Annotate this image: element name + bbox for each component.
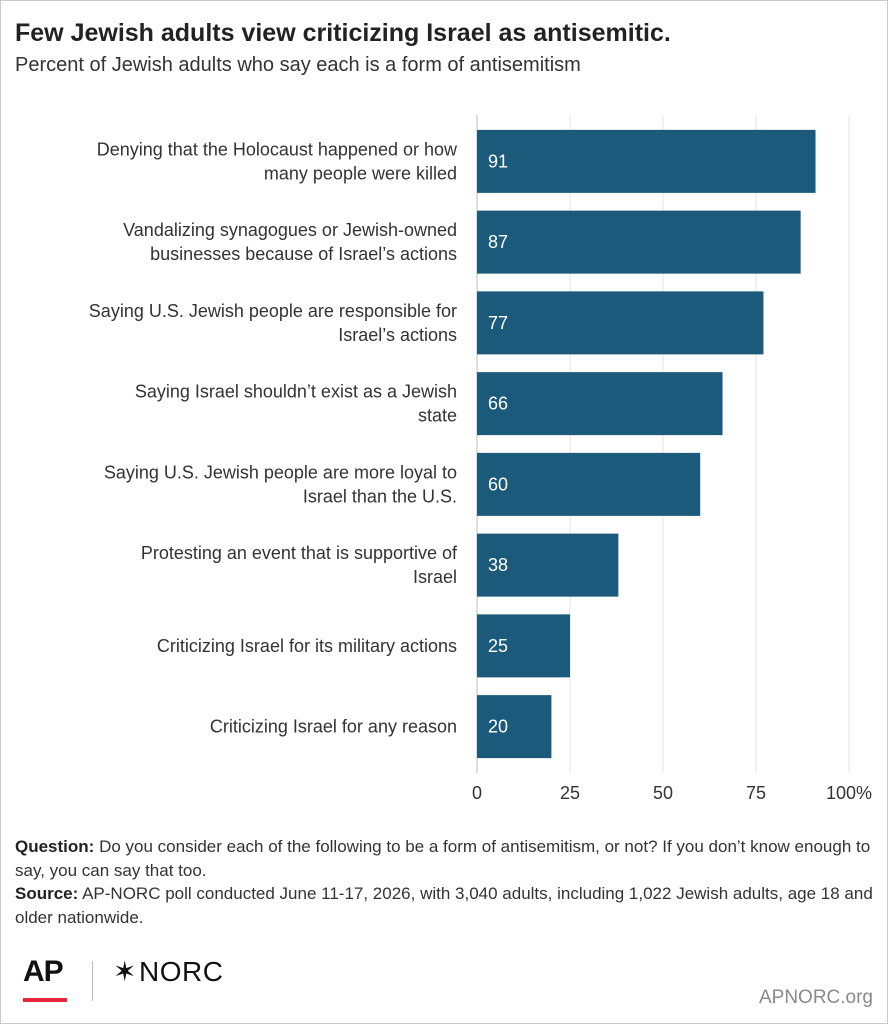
- ap-logo-underline: [23, 998, 67, 1002]
- question-label: Question:: [15, 837, 95, 856]
- category-label-line: Criticizing Israel for any reason: [210, 717, 457, 737]
- category-label-line: state: [418, 406, 457, 426]
- category-label-line: Denying that the Holocaust happened or h…: [97, 139, 458, 159]
- category-label: Saying Israel shouldn’t exist as a Jewis…: [135, 382, 457, 426]
- category-label-line: Israel than the U.S.: [303, 486, 457, 506]
- bar-value-label: 91: [488, 151, 508, 171]
- norc-logo-text: NORC: [138, 956, 224, 987]
- logo-divider: [92, 961, 93, 1001]
- category-label-line: Vandalizing synagogues or Jewish-owned: [123, 220, 457, 240]
- bar: [477, 291, 764, 355]
- ap-logo: AP: [23, 955, 64, 988]
- bar: [477, 452, 701, 516]
- website-link[interactable]: APNORC.org: [758, 987, 873, 1008]
- bar: [477, 533, 619, 597]
- category-label: Vandalizing synagogues or Jewish-owned bu…: [123, 220, 457, 264]
- category-label-line: Saying U.S. Jewish people are responsibl…: [89, 301, 457, 321]
- category-label-line: Saying U.S. Jewish people are more loyal…: [104, 462, 457, 482]
- bar-chart: 91 Denying that the Holocaust happened or…: [89, 115, 872, 803]
- bar-value-label: 38: [488, 555, 508, 575]
- category-label-line: Saying Israel shouldn’t exist as a Jewis…: [135, 382, 457, 402]
- source-note: Source: AP-NORC poll conducted June 11-1…: [15, 882, 877, 929]
- norc-logo: ✶NORC: [113, 955, 223, 988]
- x-tick-label: 0: [472, 783, 482, 803]
- question-text: Do you consider each of the following to…: [15, 837, 871, 880]
- category-label: Criticizing Israel for its military acti…: [157, 636, 457, 656]
- category-label: Saying U.S. Jewish people are more loyal…: [104, 462, 457, 506]
- category-label-line: businesses because of Israel’s actions: [150, 244, 457, 264]
- bar: [477, 695, 552, 759]
- category-label: Denying that the Holocaust happened or h…: [97, 139, 458, 183]
- bar-value-label: 77: [488, 313, 508, 333]
- source-label: Source:: [15, 884, 79, 903]
- category-label-line: Israel: [413, 567, 457, 587]
- bar: [477, 129, 816, 193]
- category-label-line: Protesting an event that is supportive o…: [141, 543, 458, 563]
- bar-value-label: 60: [488, 474, 508, 494]
- x-axis: 0 25 50 75 100%: [472, 783, 872, 803]
- bar-value-label: 87: [488, 232, 508, 252]
- bar: [477, 614, 570, 678]
- x-tick-label: 50: [653, 783, 673, 803]
- bar: [477, 210, 801, 274]
- chart-title: Few Jewish adults view criticizing Israe…: [15, 19, 671, 47]
- bar: [477, 372, 723, 436]
- category-label-line: many people were killed: [264, 163, 457, 183]
- chart-subtitle: Percent of Jewish adults who say each is…: [15, 54, 581, 76]
- x-tick-label: 100%: [826, 783, 872, 803]
- category-label: Criticizing Israel for any reason: [210, 717, 457, 737]
- bar-value-label: 20: [488, 717, 508, 737]
- source-text: AP-NORC poll conducted June 11-17, 2026,…: [15, 884, 873, 927]
- category-label-line: Israel’s actions: [338, 325, 457, 345]
- bars: 91 Denying that the Holocaust happened or…: [89, 129, 816, 759]
- bar-value-label: 25: [488, 636, 508, 656]
- x-tick-label: 25: [560, 783, 580, 803]
- category-label-line: Criticizing Israel for its military acti…: [157, 636, 457, 656]
- footnotes: Question: Do you consider each of the fo…: [15, 835, 877, 929]
- question-note: Question: Do you consider each of the fo…: [15, 835, 877, 882]
- asterisk-star-icon: ✶: [113, 956, 137, 987]
- bar-value-label: 66: [488, 394, 508, 414]
- category-label: Protesting an event that is supportive o…: [141, 543, 458, 587]
- category-label: Saying U.S. Jewish people are responsibl…: [89, 301, 457, 345]
- x-tick-label: 75: [746, 783, 766, 803]
